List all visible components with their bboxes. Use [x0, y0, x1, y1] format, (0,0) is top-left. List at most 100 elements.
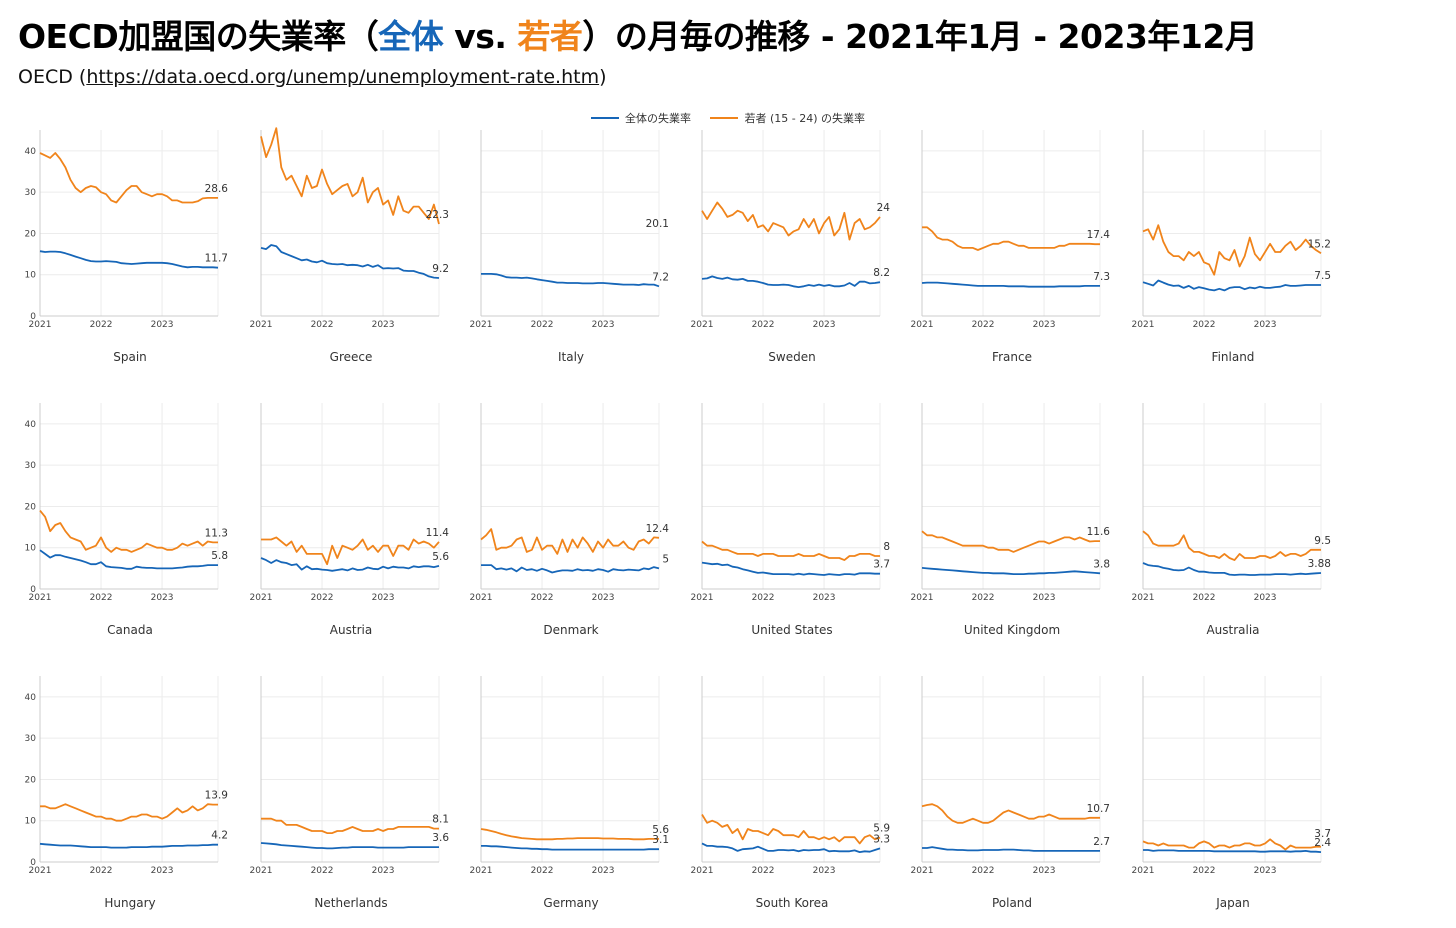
series-line-overall — [481, 273, 660, 288]
panel-germany: 2021 2022 2023 5.63.1 Germany — [470, 676, 669, 910]
series-line-overall — [39, 549, 218, 570]
series-line-overall — [921, 567, 1101, 575]
panel-japan: 2021 2022 2023 3.72.4 Japan — [1132, 676, 1331, 910]
legend-label-overall: 全体の失業率 — [624, 112, 691, 125]
x-tick-label: 2023 — [813, 866, 836, 876]
panel-canada: 0 10 20 30 40 2021 2022 2023 11.3 5.8 Canada — [25, 403, 228, 637]
x-tick-label: 2023 — [592, 593, 615, 603]
y-tick-label: 0 — [30, 585, 36, 595]
data-label-overall-last: 3.88 — [1308, 558, 1331, 570]
series-line-youth — [39, 510, 218, 553]
data-label-youth-last: 8 — [883, 541, 890, 553]
panel-sweden: 2021 2022 2023 24 8.2 Sweden — [691, 130, 890, 364]
panel-austria: 2021 2022 2023 11.4 5.6 Austria — [250, 403, 449, 637]
panel-country-label: United States — [751, 623, 832, 637]
page-title: OECD加盟国の失業率（全体 vs. 若者）の月毎の推移 - 2021年1月 -… — [18, 10, 1258, 58]
x-tick-label: 2022 — [531, 593, 554, 603]
data-label-youth-last: 5.9 — [873, 823, 890, 835]
source-link[interactable]: https://data.oecd.org/unemp/unemployment… — [86, 66, 600, 88]
legend-swatch-youth — [710, 117, 739, 119]
data-label-overall-last: 7.3 — [1093, 271, 1110, 283]
data-label-overall-last: 5.6 — [432, 551, 449, 563]
panel-country-label: Sweden — [768, 350, 815, 364]
x-tick-label: 2023 — [372, 593, 395, 603]
series-line-overall — [701, 275, 881, 288]
x-tick-label: 2023 — [1033, 320, 1056, 330]
y-tick-label: 10 — [25, 271, 37, 281]
x-tick-label: 2021 — [1132, 320, 1155, 330]
panel-united-states: 2021 2022 2023 8 3.7 United States — [691, 403, 890, 637]
data-label-youth-last: 22.3 — [426, 209, 449, 221]
x-tick-label: 2022 — [531, 866, 554, 876]
legend-item-overall[interactable]: 全体の失業率 — [590, 110, 691, 126]
x-tick-label: 2021 — [911, 320, 934, 330]
data-label-overall-last: 5 — [662, 553, 669, 565]
y-tick-label: 20 — [25, 775, 37, 785]
legend-swatch-overall — [590, 117, 619, 119]
source-close: ) — [599, 66, 607, 88]
x-tick-label: 2022 — [752, 320, 775, 330]
x-tick-label: 2022 — [1193, 593, 1216, 603]
data-label-youth-last: 11.3 — [205, 527, 228, 539]
x-tick-label: 2021 — [1132, 593, 1155, 603]
panel-country-label: Poland — [992, 896, 1032, 910]
series-line-youth — [1142, 530, 1321, 561]
x-tick-label: 2021 — [250, 320, 273, 330]
data-label-youth-last: 15.2 — [1308, 238, 1331, 250]
series-line-youth — [1142, 224, 1322, 276]
data-label-overall-last: 3.8 — [1093, 558, 1110, 570]
x-tick-label: 2022 — [1193, 866, 1216, 876]
x-tick-label: 2022 — [90, 593, 113, 603]
series-line-youth — [701, 540, 880, 561]
panel-country-label: United Kingdom — [964, 623, 1060, 637]
legend-label-youth: 若者 (15 - 24) の失業率 — [744, 112, 866, 125]
x-tick-label: 2023 — [1254, 320, 1277, 330]
x-tick-label: 2023 — [1254, 866, 1277, 876]
panel-country-label: France — [992, 350, 1032, 364]
data-label-overall-last: 4.2 — [211, 830, 228, 842]
data-label-overall-last: 2.4 — [1314, 837, 1331, 849]
x-tick-label: 2021 — [911, 593, 934, 603]
x-tick-label: 2022 — [90, 866, 113, 876]
x-tick-label: 2023 — [151, 320, 174, 330]
legend-item-youth[interactable]: 若者 (15 - 24) の失業率 — [710, 110, 865, 126]
x-tick-label: 2021 — [470, 593, 493, 603]
data-label-youth-last: 3.7 — [1314, 828, 1331, 840]
series-line-overall — [481, 845, 659, 851]
y-tick-label: 30 — [25, 188, 37, 198]
panel-spain: 0 10 20 30 40 2021 2022 2023 28.6 11.7 Spain — [25, 130, 228, 364]
series-line-overall — [260, 244, 440, 279]
series-line-youth — [480, 528, 660, 555]
panel-greece: 2021 2022 2023 22.3 9.2 Greece — [250, 127, 449, 364]
data-label-overall-last: 7.2 — [652, 271, 669, 283]
data-label-overall-last: 3.3 — [873, 833, 890, 845]
panel-country-label: Denmark — [543, 623, 598, 637]
x-tick-label: 2021 — [470, 320, 493, 330]
panel-netherlands: 2021 2022 2023 8.1 3.6 Netherlands — [250, 676, 449, 910]
x-tick-label: 2023 — [592, 866, 615, 876]
data-label-overall-last: 5.8 — [211, 550, 228, 562]
x-tick-label: 2023 — [1033, 593, 1056, 603]
series-line-overall — [1142, 562, 1322, 576]
x-tick-label: 2023 — [372, 866, 395, 876]
y-tick-label: 0 — [30, 858, 36, 868]
panel-country-label: Netherlands — [314, 896, 387, 910]
series-line-overall — [922, 846, 1100, 852]
x-tick-label: 2022 — [311, 866, 334, 876]
panel-south-korea: 2021 2022 2023 5.93.3 South Korea — [691, 676, 890, 910]
y-tick-label: 40 — [25, 420, 37, 430]
y-tick-label: 40 — [25, 693, 37, 703]
panel-country-label: Germany — [543, 896, 598, 910]
x-tick-label: 2022 — [311, 320, 334, 330]
y-tick-label: 20 — [25, 229, 37, 239]
x-tick-label: 2023 — [1033, 866, 1056, 876]
series-line-youth — [40, 803, 218, 822]
panel-country-label: Hungary — [104, 896, 155, 910]
data-label-overall-last: 3.1 — [652, 834, 669, 846]
panel-country-label: Finland — [1212, 350, 1255, 364]
x-tick-label: 2022 — [752, 593, 775, 603]
data-label-youth-last: 11.6 — [1087, 526, 1111, 538]
panel-australia: 2021 2022 2023 9.5 3.88 Australia — [1132, 403, 1331, 637]
x-tick-label: 2021 — [911, 866, 934, 876]
